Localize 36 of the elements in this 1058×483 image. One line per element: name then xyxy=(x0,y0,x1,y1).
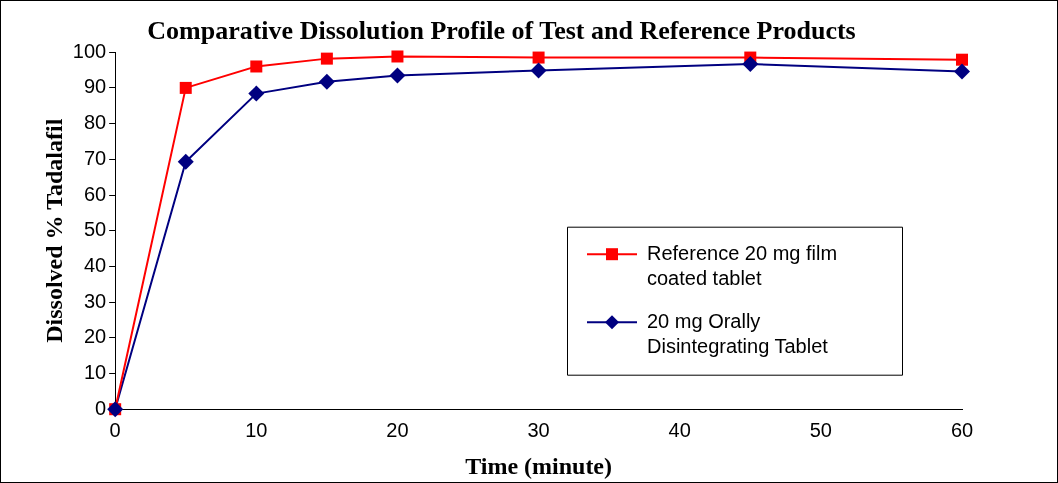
point xyxy=(742,55,759,72)
y-tick-label: 40 xyxy=(83,253,107,276)
x-axis-title: Time (minute) xyxy=(465,452,613,479)
x-tick-label: 20 xyxy=(386,418,409,441)
x-tick-label: 10 xyxy=(245,418,268,441)
point xyxy=(250,60,263,73)
y-tick-label: 50 xyxy=(83,218,107,241)
x-tick-label: 0 xyxy=(109,418,121,441)
point xyxy=(956,53,968,66)
x-tick-label: 40 xyxy=(668,418,691,441)
y-tick-label: 20 xyxy=(83,325,107,348)
chart-title: Comparative Dissolution Profile of Test and Reference Products xyxy=(147,16,856,46)
y-axis-title: Dissolved % Tadalafil xyxy=(40,118,67,343)
y-tick-label: 30 xyxy=(83,289,107,312)
point xyxy=(179,81,192,94)
y-tick-label: 60 xyxy=(83,182,107,205)
y-tick-label: 70 xyxy=(83,146,107,169)
x-tick-label: 60 xyxy=(950,418,974,441)
y-tick-label: 90 xyxy=(83,75,107,98)
point xyxy=(389,67,406,84)
point xyxy=(177,153,194,170)
y-tick-label: 0 xyxy=(95,396,107,419)
point xyxy=(532,51,545,64)
legend-label: 20 mg Orally Disintegrating Tablet xyxy=(647,309,829,357)
point xyxy=(954,63,970,80)
point xyxy=(530,62,547,79)
x-tick-label: 50 xyxy=(809,418,832,441)
y-tick-label: 80 xyxy=(83,111,107,134)
legend-label: Reference 20 mg film coated tablet xyxy=(647,241,838,289)
point xyxy=(391,50,404,63)
y-tick-label: 10 xyxy=(83,361,107,384)
point xyxy=(320,52,333,65)
y-tick-label: 100 xyxy=(72,39,107,62)
x-tick-label: 30 xyxy=(527,418,550,441)
point xyxy=(248,85,265,102)
point xyxy=(318,73,335,90)
